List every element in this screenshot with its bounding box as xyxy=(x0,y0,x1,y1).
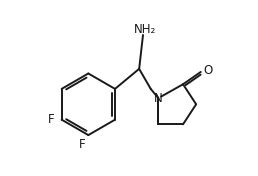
Text: N: N xyxy=(154,92,163,105)
Text: O: O xyxy=(203,64,212,77)
Text: F: F xyxy=(79,138,85,151)
Text: NH₂: NH₂ xyxy=(134,23,156,36)
Text: F: F xyxy=(48,113,55,126)
